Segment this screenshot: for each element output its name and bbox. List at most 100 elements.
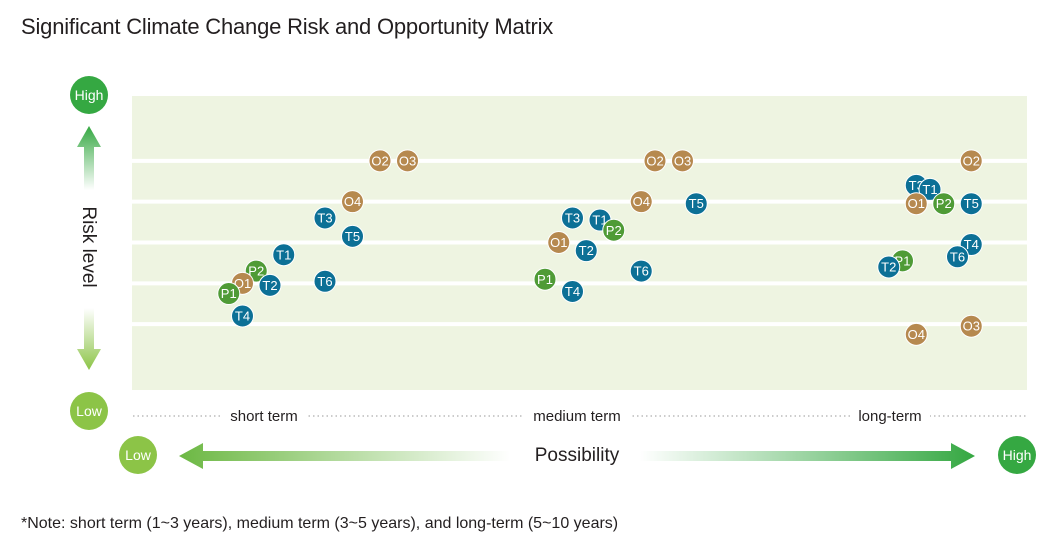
data-point-label: T4 <box>964 237 979 252</box>
data-point-label: T4 <box>235 309 250 324</box>
term-label-short: short term <box>230 408 298 425</box>
data-point-marker <box>313 269 337 293</box>
data-point-label: T4 <box>565 284 580 299</box>
possibility-left-arrow <box>179 443 510 469</box>
data-point-label: P1 <box>537 272 553 287</box>
data-point-label: O1 <box>908 196 925 211</box>
data-point-label: T6 <box>950 249 965 264</box>
data-point-p2: P2 <box>602 218 626 242</box>
data-point-label: T1 <box>592 213 607 228</box>
y-axis-title: Risk level <box>78 206 99 287</box>
data-point-marker <box>932 192 956 216</box>
data-point-marker <box>368 149 392 173</box>
data-point-marker <box>341 224 364 248</box>
term-label-medium: medium term <box>533 408 621 425</box>
data-point-marker <box>602 218 626 242</box>
data-point-marker <box>671 149 694 173</box>
data-point-label: P1 <box>221 286 237 301</box>
data-point-o4: O4 <box>341 190 364 214</box>
data-point-marker <box>629 190 653 214</box>
data-point-p1: P1 <box>533 267 557 291</box>
data-point-o3: O3 <box>396 149 419 173</box>
data-point-label: O4 <box>344 194 361 209</box>
data-point-label: T1 <box>922 182 937 197</box>
data-point-label: P2 <box>606 223 622 238</box>
data-point-t5: T5 <box>684 192 708 216</box>
data-point-label: O4 <box>633 194 650 209</box>
term-label-bg-long <box>850 404 930 426</box>
x-axis-title: Possibility <box>535 445 620 466</box>
footnote: *Note: short term (1~3 years), medium te… <box>21 515 619 532</box>
data-point-marker <box>918 177 942 201</box>
data-point-marker <box>643 149 667 173</box>
data-point-p1: P1 <box>217 282 241 306</box>
data-point-label: O3 <box>963 319 980 334</box>
data-point-marker <box>231 304 254 328</box>
data-point-o1: O1 <box>547 231 571 254</box>
data-point-t1: T1 <box>272 243 296 267</box>
data-point-label: O2 <box>963 153 980 168</box>
data-point-t3: T3 <box>313 206 337 230</box>
data-point-marker <box>904 192 928 216</box>
risk-down-arrow <box>77 308 101 370</box>
data-point-marker <box>574 239 598 263</box>
data-point-label: O1 <box>550 235 567 250</box>
data-point-label: O2 <box>371 153 388 168</box>
y-high-label: High <box>75 87 104 103</box>
data-point-o3: O3 <box>959 314 983 338</box>
x-high-circle <box>998 436 1036 474</box>
data-point-marker <box>396 149 419 173</box>
data-point-marker <box>877 255 901 279</box>
data-point-label: T2 <box>579 243 594 258</box>
data-point-t5: T5 <box>341 224 364 248</box>
data-point-marker <box>217 282 241 306</box>
data-point-marker <box>533 267 557 291</box>
data-point-label: T5 <box>345 229 360 244</box>
data-point-label: T3 <box>565 211 580 226</box>
data-point-marker <box>946 245 969 269</box>
data-point-marker <box>561 280 584 303</box>
y-low-label: Low <box>76 403 103 419</box>
data-point-label: T3 <box>317 211 332 226</box>
x-low-circle <box>119 436 157 474</box>
data-point-marker <box>959 314 983 338</box>
data-point-label: T6 <box>634 264 649 279</box>
data-point-marker <box>904 322 928 346</box>
data-point-o2: O2 <box>368 149 392 173</box>
data-point-marker <box>341 190 364 214</box>
data-point-label: T2 <box>262 278 277 293</box>
data-point-label: O2 <box>646 153 663 168</box>
data-point-t2: T2 <box>258 273 282 297</box>
data-point-marker <box>959 149 983 173</box>
term-label-bg-medium <box>523 404 631 426</box>
data-point-t6: T6 <box>313 269 337 293</box>
x-low-label: Low <box>125 447 152 463</box>
y-low-circle <box>70 392 108 430</box>
x-high-label: High <box>1003 447 1032 463</box>
data-point-p2: P2 <box>932 192 956 216</box>
data-point-t2: T2 <box>877 255 901 279</box>
data-point-t5: T5 <box>959 192 983 216</box>
data-point-marker <box>258 273 282 297</box>
possibility-right-arrow <box>640 443 975 469</box>
data-point-label: O4 <box>908 327 925 342</box>
data-point-marker <box>629 259 653 283</box>
data-point-t6: T6 <box>629 259 653 283</box>
data-point-o4: O4 <box>904 322 928 346</box>
data-point-label: P2 <box>248 264 264 279</box>
data-point-label: T1 <box>276 247 291 262</box>
data-point-t4: T4 <box>561 280 584 303</box>
data-point-label: T6 <box>317 274 332 289</box>
data-point-label: T5 <box>689 196 704 211</box>
data-point-t4: T4 <box>231 304 254 328</box>
data-point-t6: T6 <box>946 245 969 269</box>
data-point-marker <box>561 206 584 230</box>
y-high-circle <box>70 76 108 114</box>
data-point-o2: O2 <box>643 149 667 173</box>
data-point-o4: O4 <box>629 190 653 214</box>
term-label-bg-short <box>220 404 308 426</box>
data-point-label: T2 <box>881 260 896 275</box>
data-point-t1: T1 <box>918 177 942 201</box>
